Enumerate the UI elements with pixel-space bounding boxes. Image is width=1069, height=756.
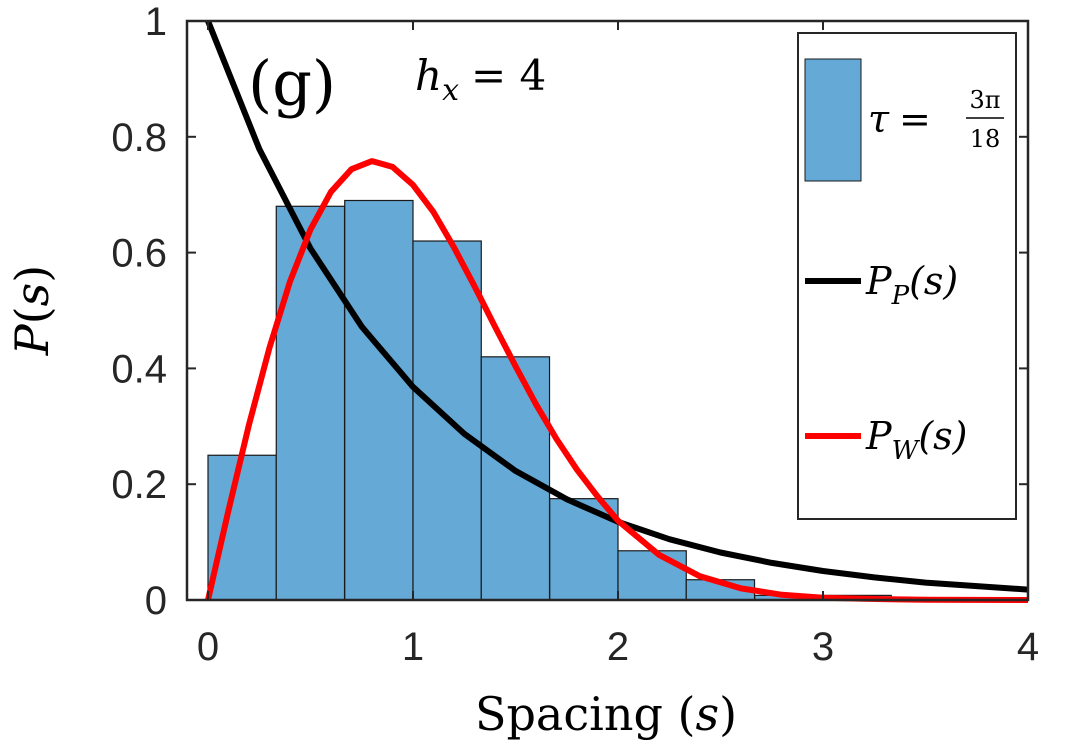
- tick-marks: [187, 20, 1029, 601]
- y-axis-label-close: ): [5, 265, 59, 283]
- x-tick-label: 0: [197, 625, 219, 669]
- legend-label-wigner: PW(s): [865, 414, 967, 466]
- x-tick-label: 3: [812, 625, 834, 669]
- x-tick-label: 4: [1017, 625, 1039, 669]
- legend-poisson-fn: P: [865, 259, 893, 303]
- y-axis-label-fn: P: [5, 323, 59, 356]
- histogram-bar: [344, 199, 414, 601]
- legend-swatch-histogram: [804, 58, 862, 182]
- y-axis-label-var: s: [5, 283, 59, 307]
- annotation-hx: hx = 4: [415, 51, 546, 108]
- legend: τ = 3π 18 PP(s) PW(s): [797, 32, 1017, 520]
- curve-wigner: [205, 158, 1029, 603]
- legend-poisson-arg: (s): [909, 259, 958, 303]
- annotation-relation: = 4: [471, 51, 546, 100]
- histogram-bar: [480, 356, 551, 601]
- legend-wigner-fn: P: [865, 414, 893, 458]
- annotation-subscript: x: [442, 73, 459, 108]
- y-tick-labels: 0 0.2 0.4 0.6 0.8 1: [111, 0, 167, 623]
- histogram-bar: [549, 498, 619, 601]
- legend-label-poisson: PP(s): [865, 259, 958, 311]
- annotation-symbol: h: [415, 51, 442, 100]
- curves: [205, 19, 1029, 603]
- histogram-bar: [617, 550, 687, 601]
- x-tick-label: 2: [607, 625, 629, 669]
- legend-tau: τ: [868, 97, 890, 141]
- y-tick-label: 0.8: [111, 116, 167, 160]
- axes-frame: [185, 19, 1030, 602]
- x-axis-label-var: s: [695, 687, 719, 741]
- x-axis-label-close: ): [719, 687, 737, 741]
- legend-wigner-arg: (s): [918, 414, 967, 458]
- legend-eq: =: [899, 97, 931, 141]
- panel-label: (g): [248, 47, 336, 120]
- y-axis-label-open: (: [5, 306, 59, 324]
- x-axis-label-text: Spacing (: [475, 687, 696, 741]
- y-tick-label: 0: [145, 579, 167, 623]
- legend-poisson-sub: P: [891, 281, 910, 311]
- legend-fraction-numerator: 3π: [969, 86, 1000, 114]
- legend-fraction-denominator: 18: [970, 125, 1001, 153]
- x-tick-labels: 0 1 2 3 4: [197, 625, 1039, 669]
- x-tick-label: 1: [402, 625, 424, 669]
- y-tick-label: 0.6: [111, 232, 167, 276]
- y-axis-label: P(s): [5, 265, 59, 356]
- histogram-bar: [275, 205, 346, 601]
- histogram-bars: [207, 199, 892, 601]
- y-tick-label: 0.2: [111, 463, 167, 507]
- y-tick-label: 0.4: [111, 347, 167, 391]
- histogram-bar: [207, 454, 277, 601]
- legend-wigner-sub: W: [892, 436, 921, 466]
- x-axis-label: Spacing (s): [475, 687, 737, 741]
- legend-label-histogram: τ =: [868, 97, 931, 141]
- y-tick-label: 1: [145, 0, 167, 44]
